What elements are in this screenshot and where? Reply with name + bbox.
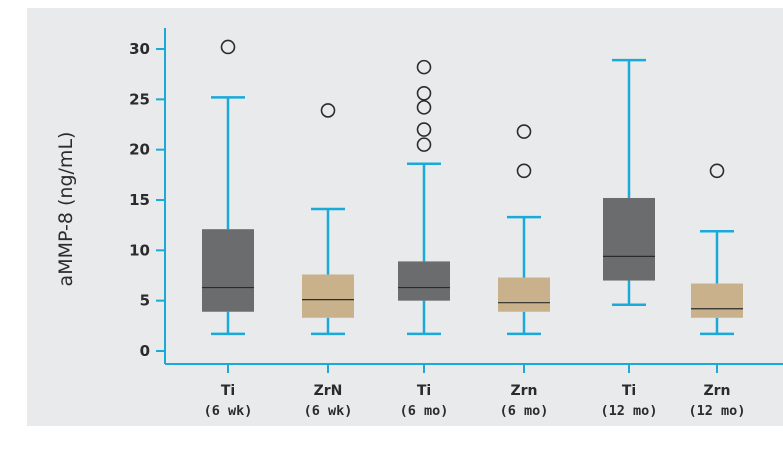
x-category-sublabel: (12 mo) [689, 403, 746, 419]
y-axis-label: aMMP-8 (ng/mL) [55, 132, 77, 287]
y-tick-label: 15 [129, 191, 150, 209]
y-axis-label-group: aMMP-8 (ng/mL) [55, 132, 77, 287]
box [603, 197, 655, 281]
x-category-label: Ti [417, 383, 431, 399]
y-tick-label: 25 [129, 90, 150, 108]
outlier-point [416, 85, 432, 101]
outlier-point [516, 163, 532, 179]
chart-marks: 0 5 10 15 20 25 30 Ti (6 wk) ZrN (6 wk) Ti (6 mo) Zrn… [129, 28, 783, 419]
box [691, 283, 743, 318]
box-plot-chart: aMMP-8 (ng/mL) 0 5 10 15 20 25 30 Ti (6 wk) ZrN (6… [55, 28, 783, 419]
outlier-point [416, 137, 432, 152]
box [302, 274, 354, 318]
box [202, 229, 254, 312]
chart-panel: aMMP-8 (ng/mL) 0 5 10 15 20 25 30 Ti (6 wk) ZrN (6… [27, 8, 783, 426]
outlier-point [416, 122, 432, 137]
outlier-point [320, 103, 336, 118]
y-tick-label: 0 [140, 342, 150, 360]
box [498, 277, 550, 312]
outlier-point [416, 100, 432, 115]
x-category-sublabel: (6 mo) [400, 403, 449, 419]
outlier-point [416, 59, 432, 75]
x-category-label: Ti [622, 383, 636, 399]
y-tick-label: 20 [129, 141, 150, 159]
x-category-label: Ti [221, 383, 235, 399]
x-category-sublabel: (6 wk) [304, 403, 353, 419]
outlier-point [220, 39, 236, 55]
y-tick-label: 30 [129, 40, 150, 58]
x-category-sublabel: (6 wk) [204, 403, 253, 419]
x-category-label: ZrN [314, 383, 343, 399]
x-category-sublabel: (12 mo) [601, 403, 658, 419]
outlier-point [516, 124, 532, 139]
x-category-sublabel: (6 mo) [500, 403, 549, 419]
box [398, 261, 450, 301]
y-tick-label: 5 [140, 292, 150, 310]
outlier-point [709, 163, 725, 179]
x-category-label: Zrn [703, 383, 730, 399]
y-tick-label: 10 [129, 241, 150, 259]
x-category-label: Zrn [510, 383, 537, 399]
